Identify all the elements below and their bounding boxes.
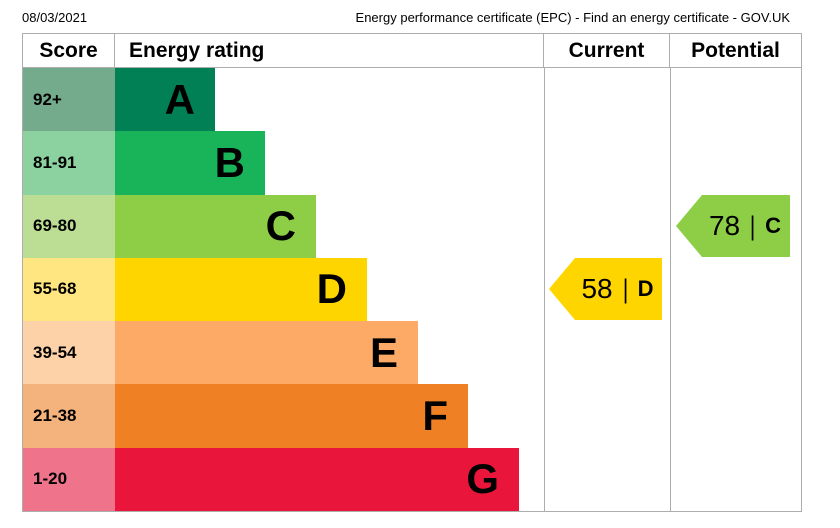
band-letter: C <box>265 202 296 250</box>
band-bar: D <box>115 257 367 322</box>
band-bar: E <box>115 321 418 385</box>
band-score-range: 69-80 <box>23 194 115 258</box>
band-row-a: 92+ A <box>23 68 544 132</box>
band-score-range: 39-54 <box>23 321 115 385</box>
energy-bands: 92+ A 81-91 B 69-80 C 55-68 <box>23 68 545 511</box>
epc-table-header-row: Score Energy rating Current Potential <box>23 34 801 68</box>
band-score-range: 1-20 <box>23 447 115 511</box>
band-score-range: 81-91 <box>23 131 115 195</box>
potential-rating-letter: C <box>765 213 782 238</box>
column-header-score: Score <box>23 34 115 67</box>
band-row-c: 69-80 C <box>23 194 544 258</box>
current-rating-letter: D <box>637 276 654 301</box>
potential-rating-value: 78 <box>708 210 741 241</box>
potential-rating-arrow: 78 | C <box>676 195 790 257</box>
print-header: 08/03/2021 Energy performance certificat… <box>0 10 840 30</box>
band-row-d: 55-68 D <box>23 257 544 322</box>
current-rating-arrow: 58 | D <box>549 258 662 320</box>
band-letter: A <box>164 75 195 123</box>
band-score-range: 55-68 <box>23 257 115 322</box>
band-letter: G <box>466 455 499 503</box>
current-rating-separator: | <box>622 273 628 304</box>
band-score-range: 21-38 <box>23 384 115 448</box>
current-column: 58 | D <box>545 68 671 511</box>
band-letter: E <box>369 328 398 376</box>
potential-rating-separator: | <box>749 210 756 241</box>
band-bar: A <box>115 68 215 132</box>
band-letter: B <box>214 138 245 186</box>
band-row-e: 39-54 E <box>23 321 544 385</box>
column-header-potential: Potential <box>691 38 780 62</box>
current-rating-value: 58 <box>581 273 613 304</box>
band-letter: D <box>316 265 347 313</box>
band-bar: G <box>115 447 519 511</box>
epc-table-body: 92+ A 81-91 B 69-80 C 55-68 <box>23 68 801 511</box>
print-date: 08/03/2021 <box>22 10 88 25</box>
band-bar: F <box>115 384 468 448</box>
band-row-f: 21-38 F <box>23 384 544 448</box>
band-row-g: 1-20 G <box>23 447 544 511</box>
page-title: Energy performance certificate (EPC) - F… <box>355 10 790 25</box>
epc-chart: Score Energy rating Current Potential 92… <box>22 33 802 512</box>
column-header-current: Current <box>544 34 670 67</box>
band-row-b: 81-91 B <box>23 131 544 195</box>
column-header-energy-rating: Energy rating <box>115 34 544 67</box>
band-letter: F <box>422 391 448 439</box>
band-bar: B <box>115 131 265 195</box>
potential-column: 78 | C <box>671 68 801 511</box>
band-score-range: 92+ <box>23 68 115 132</box>
band-bar: C <box>115 194 316 258</box>
